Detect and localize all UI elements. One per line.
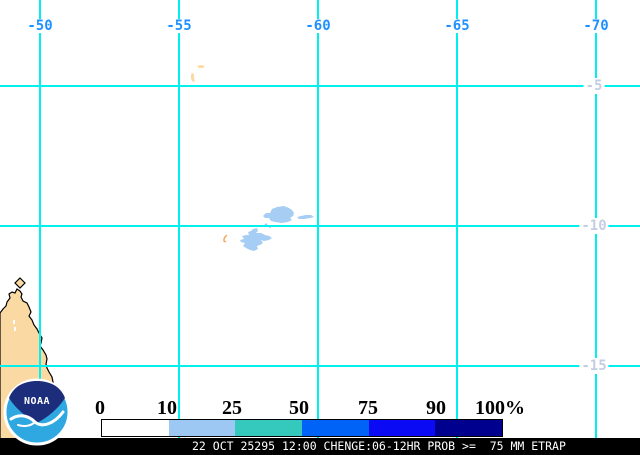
legend-segment	[235, 420, 303, 436]
grid-vline	[317, 0, 319, 440]
legend-tick-label: 10	[157, 397, 177, 419]
longitude-label: -70	[581, 18, 611, 34]
longitude-label: -65	[442, 18, 472, 34]
legend-tick-label: 50	[289, 397, 309, 419]
legend-segment	[102, 420, 169, 436]
islet-diamond	[14, 277, 26, 289]
legend-tick-label: 100	[475, 397, 505, 419]
noaa-logo: NOAA	[3, 378, 71, 446]
precip-patch-upper	[263, 206, 294, 223]
legend-colorbar	[101, 419, 503, 437]
grid-vline	[39, 0, 41, 440]
grid-vline	[456, 0, 458, 440]
noaa-logo-bird-shape	[9, 381, 65, 423]
grid-hline	[0, 225, 640, 227]
river-dash	[13, 320, 15, 324]
legend-tick-label: 25	[222, 397, 242, 419]
legend-segment	[435, 420, 503, 436]
status-bar: 22 OCT 25295 12:00 CHENGE:06-12HR PROB >…	[0, 438, 640, 455]
river-dash	[14, 327, 16, 331]
longitude-label: -50	[25, 18, 55, 34]
precip-patch-lower	[240, 228, 272, 251]
atoll-outline	[223, 234, 228, 243]
legend-tick-label: 90	[426, 397, 446, 419]
latitude-label: -10	[579, 218, 609, 234]
legend-unit-label: %	[505, 397, 525, 419]
latitude-label: -5	[583, 78, 605, 94]
precip-patch-streak	[297, 215, 314, 219]
status-bar-text: 22 OCT 25295 12:00 CHENGE:06-12HR PROB >…	[192, 439, 566, 453]
grid-hline	[0, 365, 640, 367]
legend-tick-label: 0	[95, 397, 105, 419]
longitude-label: -55	[164, 18, 194, 34]
longitude-label: -60	[303, 18, 333, 34]
legend-tick-label: 75	[358, 397, 378, 419]
grid-hline	[0, 85, 640, 87]
latitude-label: -15	[579, 358, 609, 374]
legend-segment	[302, 420, 369, 436]
legend-segment	[168, 420, 236, 436]
noaa-logo-seagull-wing	[17, 421, 36, 427]
legend-segment	[368, 420, 436, 436]
island-speck	[197, 65, 205, 68]
noaa-logo-text: NOAA	[24, 396, 50, 407]
island-speck	[191, 73, 195, 82]
grid-vline	[178, 0, 180, 440]
